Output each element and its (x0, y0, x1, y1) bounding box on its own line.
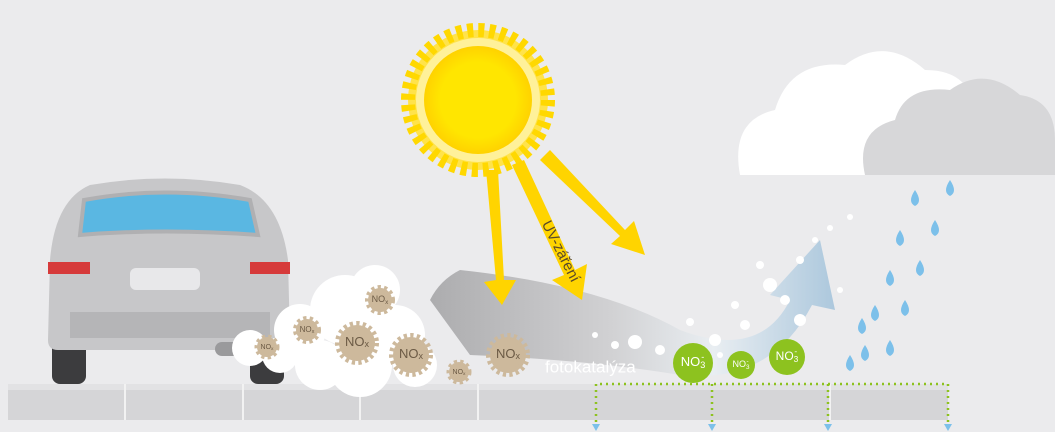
process-label: fotokatalýza (545, 357, 636, 376)
label-part: NO (496, 346, 516, 361)
label-part: x (312, 329, 315, 335)
label-part: NO (681, 354, 701, 369)
label-part: x (364, 339, 369, 349)
label-part: - (747, 358, 749, 365)
label-part: NO (300, 325, 312, 334)
label-part: NO (453, 369, 464, 376)
product-label: NO3- (732, 358, 750, 371)
label-part: NO (372, 294, 386, 304)
ground (8, 384, 948, 420)
sun (408, 30, 548, 170)
label-part: NO (399, 346, 419, 361)
illustration: UV-záření (0, 0, 1055, 432)
label-part: 3 (746, 364, 750, 371)
label-part: NO (261, 344, 272, 351)
product-label: NO3- (776, 346, 799, 364)
product-label: NO3- (681, 352, 706, 370)
label-part: NO (732, 359, 746, 369)
label-part: - (701, 352, 704, 362)
label-part: x (418, 351, 423, 361)
label-part: NO (776, 349, 794, 363)
label-part: NO (345, 334, 365, 349)
label-part: x (515, 351, 520, 361)
label-part: - (794, 346, 797, 356)
